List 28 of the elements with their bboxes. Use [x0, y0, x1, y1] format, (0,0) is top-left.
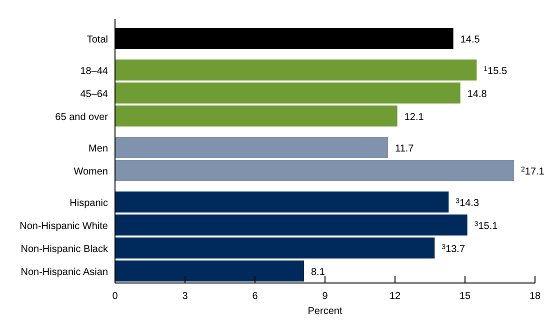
x-tick-label: 18: [529, 291, 541, 302]
y-tick-label: 18–44: [80, 66, 108, 77]
x-tick-label: 6: [252, 291, 258, 302]
data-label: $^{2}$17.1: [521, 166, 545, 178]
data-label: 14.8: [467, 89, 488, 100]
data-label: 8.1: [311, 267, 326, 278]
y-tick-label: Women: [74, 166, 108, 178]
data-label: $^{3}$15.1: [474, 220, 498, 232]
x-tick-label: 9: [322, 291, 328, 302]
data-label: $^{3}$13.7: [442, 244, 466, 255]
x-tick-label: 0: [112, 291, 118, 302]
x-tick-label: 3: [182, 291, 188, 302]
data-label: 14.5: [460, 34, 480, 46]
y-tick-label: 45–64: [80, 89, 108, 100]
y-tick-label: Non-Hispanic Black: [20, 244, 109, 255]
x-axis-title: Percent: [308, 306, 342, 317]
y-tick-label: Hispanic: [70, 198, 108, 209]
y-tick-label: 65 and over: [55, 112, 109, 123]
x-tick-label: 12: [389, 291, 401, 302]
y-tick-label: Non-Hispanic White: [20, 221, 108, 232]
y-tick-label: Men: [88, 144, 108, 154]
data-label: 12.1: [404, 112, 424, 123]
y-tick-label: Total: [86, 34, 108, 46]
data-label: $^{1}$15.5: [484, 66, 508, 77]
data-label: 11.7: [395, 144, 414, 154]
data-label: $^{3}$14.3: [456, 198, 480, 209]
y-tick-label: Non-Hispanic Asian: [20, 267, 108, 278]
x-tick-label: 15: [459, 291, 471, 302]
